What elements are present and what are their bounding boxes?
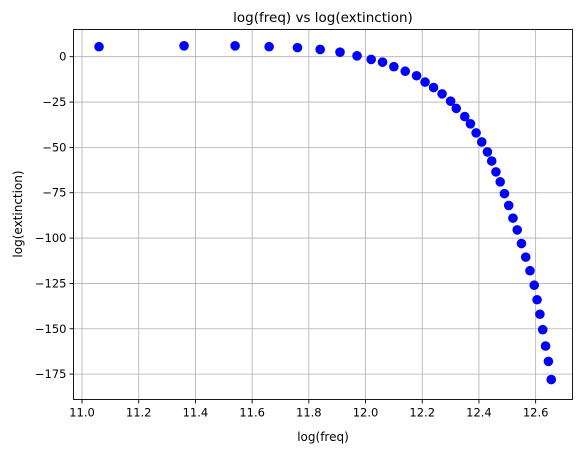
chart-title: log(freq) vs log(extinction) [233, 10, 413, 26]
y-tick-label: −125 [35, 276, 67, 290]
data-point [465, 119, 476, 129]
y-tick-label: 0 [59, 50, 66, 64]
data-point [512, 225, 523, 235]
data-point [459, 111, 470, 122]
data-point [516, 238, 527, 249]
data-point [352, 50, 362, 61]
data-point [389, 61, 399, 72]
data-point [264, 41, 274, 52]
data-point [451, 103, 462, 114]
data-point [315, 44, 325, 55]
data-point [482, 147, 493, 157]
data-point [508, 213, 518, 223]
data-point [292, 42, 303, 53]
data-point [445, 96, 456, 106]
y-tick-label: −75 [42, 186, 66, 200]
data-point [179, 41, 189, 51]
plot-frame [73, 29, 573, 400]
data-point [503, 200, 514, 211]
y-tick-label: −25 [42, 95, 66, 109]
data-point [476, 137, 487, 147]
data-point [525, 265, 535, 276]
y-axis-label: log(extinction) [11, 170, 25, 257]
y-tick-label: −175 [35, 367, 67, 381]
x-tick-label: 12.4 [466, 406, 492, 420]
data-point [335, 47, 345, 57]
data-point [543, 356, 554, 367]
x-axis-label: log(freq) [297, 430, 349, 444]
data-point [499, 188, 510, 199]
data-point [420, 77, 430, 87]
data-point [471, 128, 481, 138]
data-point [532, 294, 542, 305]
data-point [535, 309, 545, 320]
data-point [491, 167, 501, 177]
data-point [400, 66, 411, 77]
x-tick-label: 11.4 [183, 406, 209, 420]
x-tick-label: 11.6 [239, 406, 265, 420]
x-tick-label: 11.0 [69, 406, 95, 420]
x-tick-label: 12.6 [523, 406, 549, 420]
data-point [520, 252, 531, 262]
data-points [94, 41, 557, 385]
grid-lines [73, 29, 573, 400]
data-point [377, 57, 388, 67]
axis-ticks: 11.0 11.2 11.4 11.6 11.8 12.0 12.2 12.4 12.6 0 −25… [35, 50, 549, 420]
data-point [437, 89, 447, 99]
x-tick-label: 11.2 [126, 406, 152, 420]
y-tick-label: −100 [35, 231, 67, 245]
data-point [529, 280, 540, 291]
y-tick-label: −50 [42, 140, 66, 154]
data-point [411, 70, 422, 81]
x-tick-label: 11.8 [296, 406, 322, 420]
data-point [546, 374, 557, 385]
x-tick-label: 12.2 [409, 406, 435, 420]
data-point [540, 341, 551, 351]
data-point [486, 156, 497, 166]
data-point [230, 41, 240, 51]
data-point [495, 177, 506, 187]
data-point [537, 324, 548, 335]
x-tick-label: 12.0 [353, 406, 379, 420]
y-tick-label: −150 [35, 322, 67, 336]
data-point [94, 41, 104, 52]
data-point [428, 82, 439, 93]
data-point [366, 54, 376, 65]
